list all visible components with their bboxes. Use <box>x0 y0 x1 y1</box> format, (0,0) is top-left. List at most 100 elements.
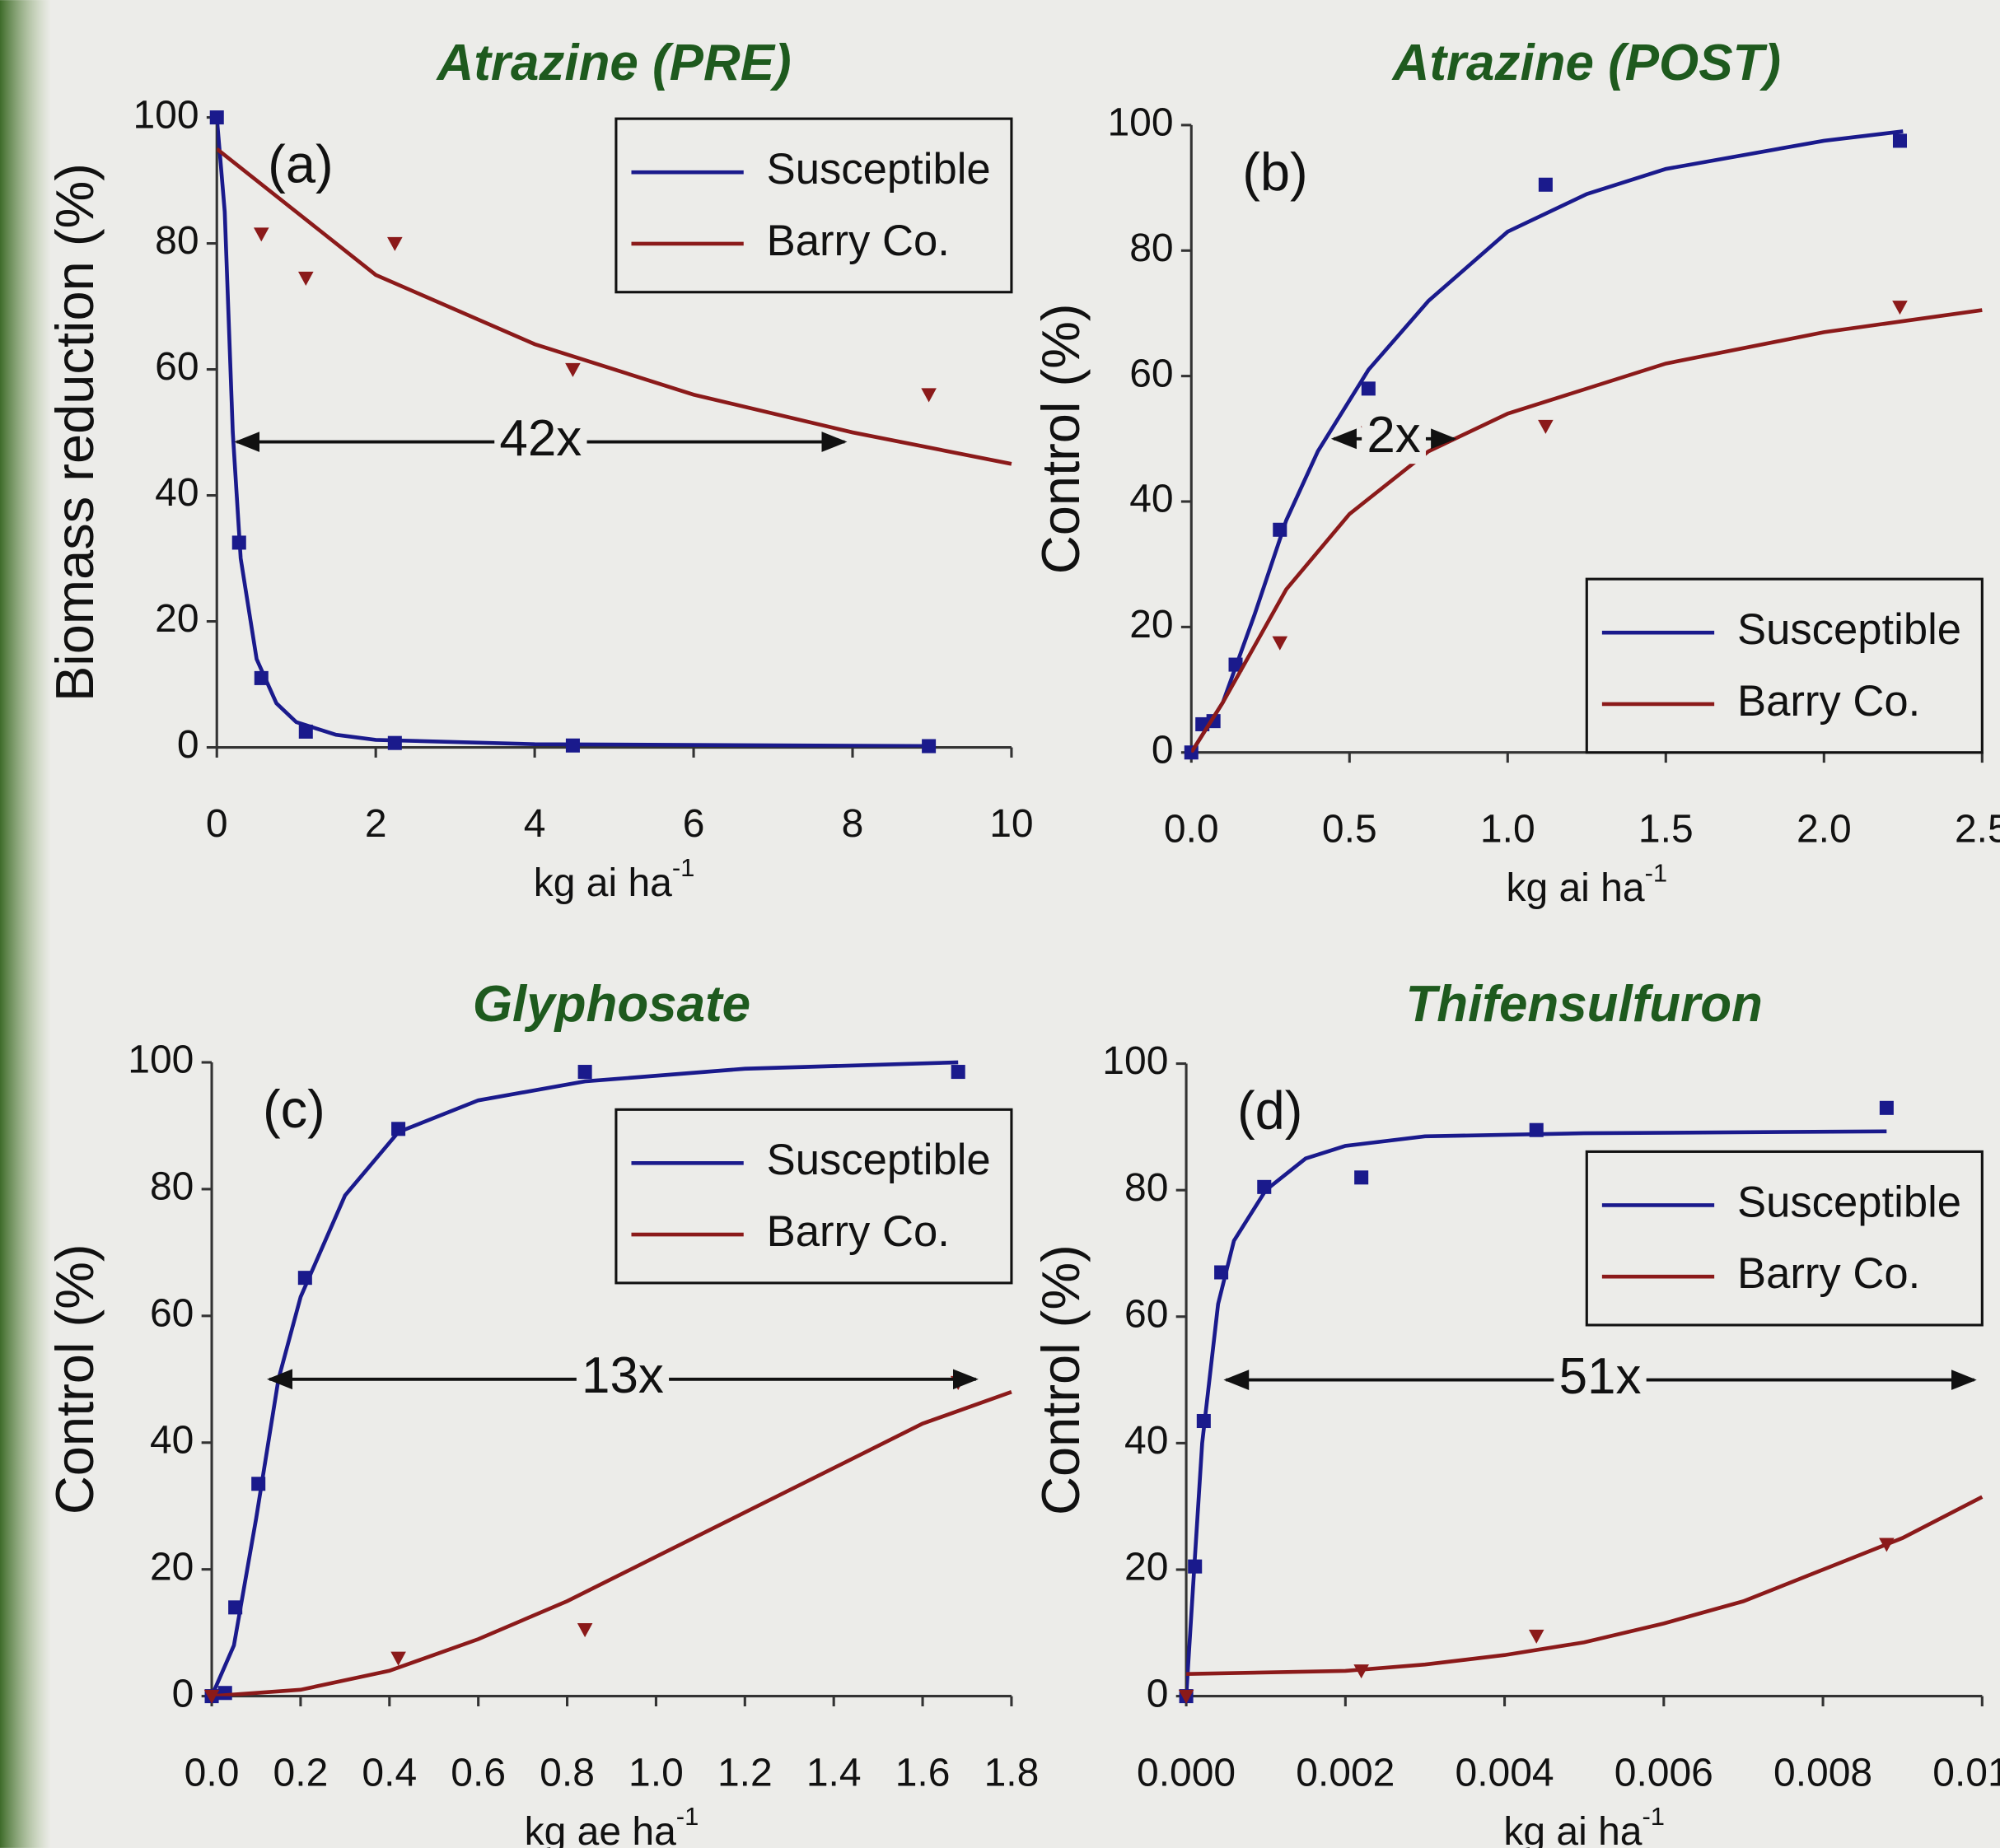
point <box>1228 657 1243 672</box>
point <box>297 271 314 286</box>
x-tick-label: 2.5 <box>1955 807 2000 851</box>
y-tick-label: 40 <box>1129 478 1173 521</box>
x-axis-label: kg ai ha-1 <box>1503 1802 1665 1848</box>
fit-line <box>1191 129 1904 753</box>
point <box>228 1600 243 1615</box>
point <box>1528 1629 1544 1644</box>
y-tick-label: 40 <box>150 1418 194 1462</box>
panel-title: Glyphosate <box>473 976 750 1033</box>
x-tick-label: 1.0 <box>1480 807 1535 851</box>
y-tick-label: 100 <box>1102 1039 1168 1083</box>
point <box>387 735 402 750</box>
x-axis-label-text: kg ai ha <box>534 861 672 904</box>
x-tick-label: 0.4 <box>362 1751 417 1794</box>
fold-label-bg <box>1554 1347 1647 1405</box>
legend-box <box>1585 1150 1984 1327</box>
legend-box <box>614 117 1013 294</box>
y-tick-label: 20 <box>1124 1546 1168 1589</box>
point <box>1529 1122 1544 1137</box>
panel-title: Atrazine (PRE) <box>436 35 792 91</box>
panel-label: (d) <box>1237 1080 1302 1141</box>
x-axis-label: kg ai ha-1 <box>534 853 695 904</box>
y-tick-label: 0 <box>1152 728 1174 772</box>
panel: Glyphosate 0 20 40 60 80 100 0.0 0.2 0.4 0.6 0.8 1.0… <box>44 976 1039 1848</box>
point <box>391 1122 406 1136</box>
legend-label: Susceptible <box>1737 605 1961 654</box>
x-tick-label: 4 <box>524 802 546 846</box>
point <box>1188 1559 1203 1574</box>
legend-label: Barry Co. <box>767 1207 950 1256</box>
point <box>1353 1664 1369 1679</box>
y-tick-label: 60 <box>1124 1292 1168 1336</box>
point <box>254 670 269 685</box>
point <box>565 362 581 377</box>
x-tick-label: 10 <box>989 802 1033 846</box>
fold-label: 13x <box>582 1347 664 1404</box>
x-tick-label: 2.0 <box>1797 807 1852 851</box>
x-tick-label: 0.002 <box>1296 1751 1395 1794</box>
point <box>1538 177 1553 192</box>
y-tick-label: 0 <box>1147 1672 1169 1715</box>
y-tick-label: 40 <box>1124 1419 1168 1463</box>
fold-label: 2x <box>1367 407 1420 464</box>
y-axis-label: Control (%) <box>1030 1244 1091 1515</box>
y-axis-label: Control (%) <box>44 1244 105 1514</box>
y-tick-label: 60 <box>150 1292 194 1336</box>
x-tick-label: 0.5 <box>1322 807 1377 851</box>
point <box>297 1271 312 1286</box>
y-axis-label: Biomass reduction (%) <box>44 163 105 702</box>
point <box>565 738 580 753</box>
y-tick-label: 20 <box>1129 603 1173 646</box>
x-tick-label: 1.0 <box>629 1751 684 1794</box>
x-tick-label: 6 <box>683 802 705 846</box>
panel-label: (b) <box>1242 142 1307 202</box>
x-axis-label-text: kg ai ha <box>1503 1810 1642 1848</box>
panel: Atrazine (POST) 0 20 40 60 80 100 0.0 0.5 1.0 1.5 2… <box>1030 35 2000 910</box>
x-tick-label: 1.2 <box>717 1751 773 1794</box>
panel-label: (a) <box>268 134 333 194</box>
point <box>1178 1689 1194 1704</box>
point <box>390 1651 406 1666</box>
x-tick-label: 0.008 <box>1773 1751 1872 1794</box>
panel: Atrazine (PRE) 0 20 40 60 80 100 0 2 4 6 8 10 kg ai h… <box>44 35 1033 904</box>
y-tick-label: 0 <box>177 723 199 767</box>
point <box>951 1065 965 1080</box>
legend-label: Barry Co. <box>1737 677 1920 726</box>
fold-label-bg <box>576 1347 670 1405</box>
point <box>1273 522 1287 537</box>
point <box>1272 636 1288 651</box>
x-tick-label: 0.2 <box>273 1751 329 1794</box>
point <box>1879 1100 1894 1115</box>
x-axis-label-sup: -1 <box>1642 1802 1665 1831</box>
y-tick-label: 100 <box>1107 101 1173 145</box>
fit-line <box>1186 1495 1984 1676</box>
x-tick-label: 0.004 <box>1456 1751 1554 1794</box>
point <box>203 1689 220 1704</box>
x-tick-label: 2 <box>365 802 387 846</box>
fit-line <box>212 1060 959 1696</box>
point <box>231 535 246 550</box>
y-tick-label: 60 <box>1129 352 1173 395</box>
legend-label: Susceptible <box>767 1136 991 1184</box>
y-tick-label: 80 <box>150 1165 194 1209</box>
y-tick-label: 80 <box>1124 1166 1168 1210</box>
x-tick-label: 0.0 <box>1164 807 1219 851</box>
point <box>253 227 269 242</box>
y-tick-label: 0 <box>172 1672 194 1715</box>
point <box>922 739 937 754</box>
x-tick-label: 0.000 <box>1137 1751 1236 1794</box>
legend-label: Susceptible <box>767 145 991 194</box>
fit-line <box>1191 308 1983 753</box>
point <box>1892 301 1908 315</box>
panel-title: Thifensulfuron <box>1405 976 1762 1033</box>
point <box>298 724 313 739</box>
fold-label: 42x <box>499 410 582 467</box>
panel: Thifensulfuron 0 20 40 60 80 100 0.000 0.002 0.00… <box>1030 976 2000 1848</box>
panel-label: (c) <box>263 1079 325 1139</box>
point <box>1257 1179 1272 1194</box>
fold-label: 51x <box>1559 1348 1642 1405</box>
point <box>577 1065 592 1080</box>
